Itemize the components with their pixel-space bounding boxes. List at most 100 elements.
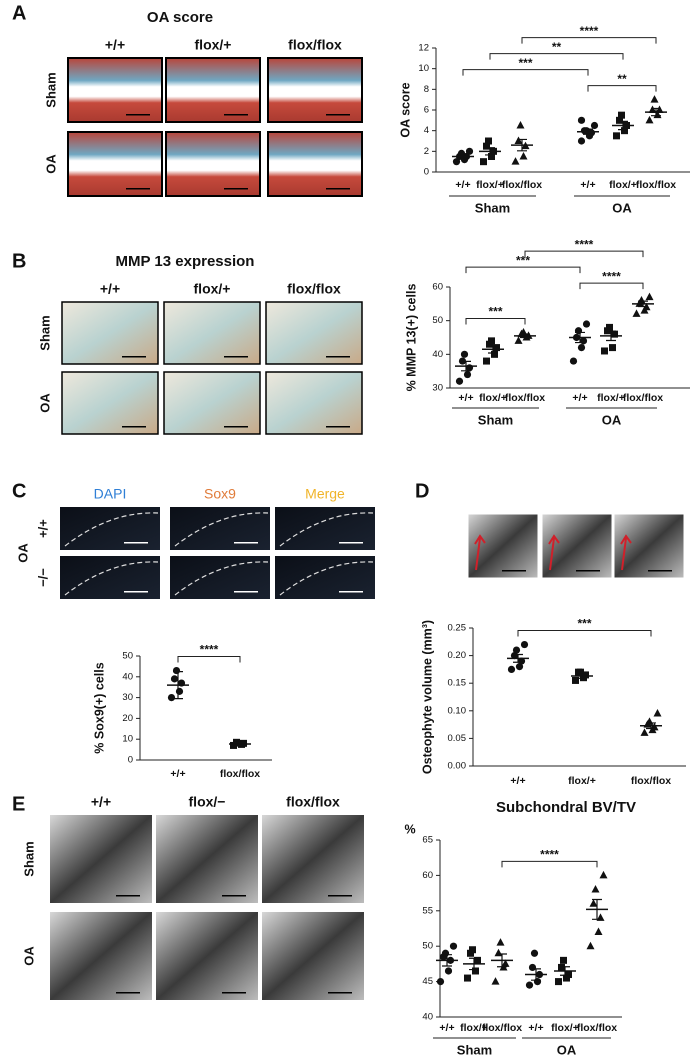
data-point bbox=[618, 111, 625, 119]
significance-label: **** bbox=[580, 24, 599, 38]
row-label: −/− bbox=[35, 568, 50, 587]
data-point bbox=[621, 127, 628, 135]
data-point bbox=[601, 347, 608, 355]
scale-bar bbox=[326, 356, 350, 358]
micrograph bbox=[156, 912, 258, 1000]
significance-label: *** bbox=[518, 56, 532, 70]
y-tick-label: 0 bbox=[128, 755, 133, 766]
y-tick-label: 50 bbox=[122, 651, 133, 662]
scale-bar bbox=[126, 188, 150, 190]
data-point bbox=[515, 663, 524, 671]
x-tick-label: flox/flox bbox=[636, 179, 676, 191]
data-point bbox=[582, 671, 589, 679]
boundary-line bbox=[279, 512, 374, 547]
arrow bbox=[548, 534, 560, 571]
scale-bar bbox=[116, 895, 140, 897]
data-point bbox=[494, 948, 503, 957]
micrograph bbox=[165, 57, 261, 123]
data-point bbox=[582, 127, 591, 135]
panel-title: OA score bbox=[147, 9, 213, 26]
data-point bbox=[653, 709, 662, 717]
data-point bbox=[469, 946, 476, 954]
scale-bar bbox=[234, 591, 258, 593]
significance-label: **** bbox=[575, 237, 594, 251]
x-tick-label: flox/flox bbox=[482, 1022, 522, 1034]
data-point bbox=[560, 956, 567, 964]
data-point bbox=[579, 337, 588, 345]
significance-bracket bbox=[501, 860, 598, 868]
x-tick-label: flox/flox bbox=[623, 392, 663, 404]
error-bar bbox=[488, 344, 498, 354]
data-point bbox=[455, 377, 464, 385]
data-point bbox=[467, 949, 474, 957]
row-label: +/+ bbox=[35, 519, 50, 538]
column-label: +/+ bbox=[105, 37, 125, 53]
error-bar bbox=[173, 671, 183, 700]
error-bar bbox=[618, 120, 628, 131]
column-label: Sox9 bbox=[204, 486, 236, 502]
error-bar bbox=[235, 741, 245, 747]
micrograph bbox=[170, 507, 270, 550]
y-tick-label: 6 bbox=[424, 105, 429, 116]
scale-bar bbox=[234, 542, 258, 544]
data-point bbox=[514, 136, 523, 144]
x-tick-label: flox/+ bbox=[479, 392, 507, 404]
error-bar bbox=[469, 957, 479, 971]
row-label: OA bbox=[37, 393, 52, 413]
error-bar bbox=[497, 953, 507, 968]
micrograph bbox=[267, 131, 363, 197]
significance-bracket bbox=[462, 69, 589, 76]
scale-bar bbox=[122, 356, 146, 358]
scale-bar bbox=[124, 591, 148, 593]
x-tick-label: +/+ bbox=[455, 179, 470, 191]
significance-label: ** bbox=[617, 72, 627, 86]
data-point bbox=[501, 959, 510, 967]
x-tick-label: flox/flox bbox=[505, 392, 545, 404]
data-point bbox=[472, 967, 479, 975]
panel-letter: C bbox=[12, 480, 26, 502]
data-point bbox=[528, 963, 537, 972]
micrograph bbox=[275, 556, 375, 599]
scale-bar bbox=[328, 895, 352, 897]
scale-bar bbox=[328, 992, 352, 994]
data-point bbox=[474, 956, 481, 964]
data-point bbox=[558, 963, 565, 971]
group-label: Sham bbox=[475, 200, 510, 215]
micrograph bbox=[170, 556, 270, 599]
data-point bbox=[491, 977, 500, 985]
x-tick-label: +/+ bbox=[528, 1022, 543, 1034]
error-bar bbox=[485, 147, 495, 156]
micrograph bbox=[275, 507, 375, 550]
panel-letter: A bbox=[12, 2, 26, 24]
y-tick-label: 0 bbox=[424, 167, 429, 178]
y-tick-label: 50 bbox=[422, 941, 433, 952]
data-point bbox=[591, 885, 600, 893]
data-point bbox=[516, 121, 525, 129]
boundary-line bbox=[64, 561, 159, 596]
scale-bar bbox=[224, 114, 248, 116]
data-point bbox=[507, 665, 516, 674]
arrow bbox=[474, 534, 486, 571]
scale-bar bbox=[326, 114, 350, 116]
data-point bbox=[589, 899, 598, 907]
group-label: OA bbox=[612, 200, 632, 215]
micrograph bbox=[67, 57, 163, 123]
y-tick-label: 0.15 bbox=[448, 678, 467, 689]
column-label: flox/− bbox=[189, 794, 226, 810]
row-label: OA bbox=[43, 154, 58, 174]
data-point bbox=[463, 370, 472, 379]
y-tick-label: 10 bbox=[418, 63, 429, 74]
error-bar bbox=[442, 954, 452, 967]
significance-label: **** bbox=[540, 848, 559, 862]
data-point bbox=[606, 323, 613, 331]
data-point bbox=[640, 728, 649, 736]
scale-bar bbox=[502, 570, 526, 572]
y-tick-label: 0.10 bbox=[448, 705, 467, 716]
x-tick-label: flox/+ bbox=[597, 392, 625, 404]
scale-bar bbox=[326, 188, 350, 190]
x-tick-label: +/+ bbox=[580, 179, 595, 191]
x-tick-label: flox/+ bbox=[568, 775, 596, 787]
y-tick-label: 40 bbox=[122, 671, 133, 682]
significance-bracket bbox=[579, 282, 644, 290]
error-bar bbox=[651, 107, 661, 117]
